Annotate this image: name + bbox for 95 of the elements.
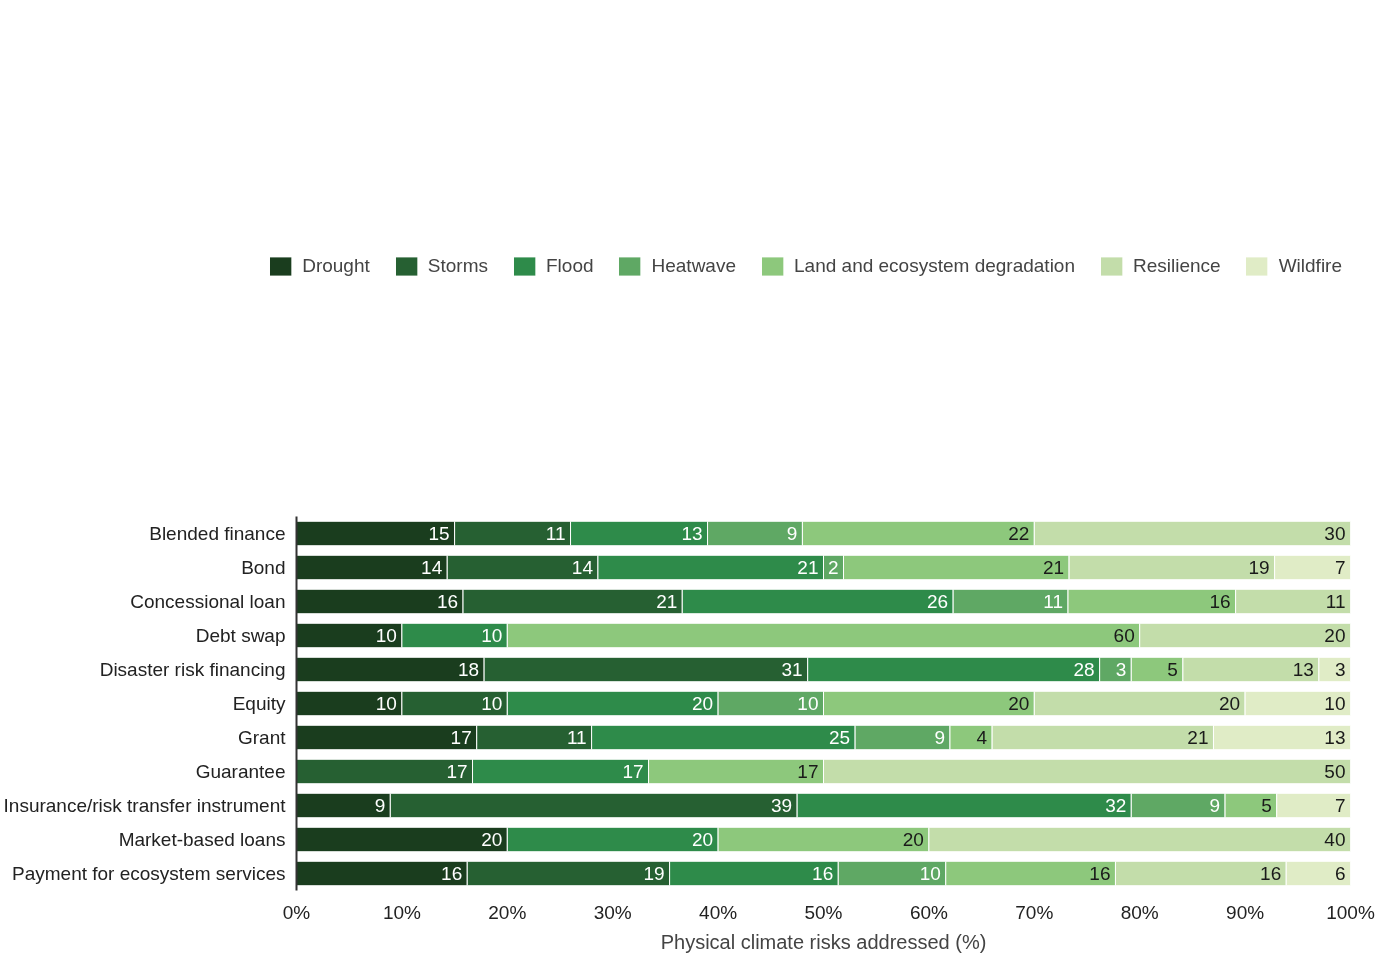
- data-label: 21: [656, 591, 678, 612]
- legend-label: Storms: [427, 255, 488, 277]
- x-axis-title: Physical climate risks addressed (%): [660, 930, 987, 953]
- data-label: 13: [1292, 659, 1314, 680]
- y-tick-label: Guarantee: [195, 761, 286, 782]
- data-label: 10: [1324, 693, 1346, 714]
- data-label: 25: [828, 727, 851, 748]
- data-label: 50: [1324, 761, 1346, 782]
- data-label: 16: [812, 863, 834, 884]
- data-label: 3: [1334, 659, 1346, 680]
- legend-label: Flood: [545, 255, 594, 277]
- data-label: 17: [622, 761, 644, 782]
- data-label: 20: [1008, 693, 1030, 714]
- x-tick-label: 60%: [909, 901, 949, 923]
- data-label: 17: [450, 727, 472, 748]
- data-label: 32: [1105, 795, 1127, 816]
- data-label: 9: [1209, 795, 1221, 816]
- data-label: 11: [1325, 591, 1346, 612]
- y-tick-label: Bond: [241, 557, 286, 578]
- y-tick-label: Concessional loan: [130, 591, 286, 612]
- legend-label: Resilience: [1133, 255, 1221, 277]
- data-label: 10: [797, 693, 819, 714]
- x-tick-label: 50%: [804, 901, 843, 923]
- data-label: 10: [919, 863, 941, 884]
- data-label: 21: [1187, 727, 1209, 748]
- data-label: 20: [1218, 693, 1241, 714]
- y-tick-label: Grant: [237, 727, 287, 748]
- data-label: 11: [566, 727, 587, 748]
- data-label: 17: [446, 761, 468, 782]
- data-label: 10: [481, 693, 503, 714]
- data-label: 21: [1042, 557, 1065, 578]
- data-label: 5: [1261, 795, 1272, 816]
- legend-label: Land and ecosystem degradation: [794, 255, 1075, 277]
- data-label: 4: [976, 727, 988, 748]
- data-label: 40: [1324, 829, 1346, 850]
- data-label: 20: [481, 829, 503, 850]
- y-tick-label: Market-based loans: [118, 829, 286, 850]
- data-label: 16: [1089, 863, 1111, 884]
- x-tick-label: 30%: [593, 901, 632, 923]
- y-tick-label: Blended finance: [149, 523, 286, 544]
- x-tick-label: 90%: [1226, 901, 1265, 923]
- x-tick-label: 40%: [699, 901, 738, 923]
- data-label: 14: [421, 557, 443, 578]
- x-tick-label: 20%: [488, 901, 527, 923]
- data-label: 20: [1324, 625, 1346, 646]
- data-label: 20: [902, 829, 924, 850]
- legend-label: Heatwave: [651, 255, 737, 277]
- y-tick-label: Debt swap: [195, 625, 286, 646]
- data-label: 39: [771, 795, 793, 816]
- data-label: 30: [1324, 523, 1346, 544]
- data-label: 28: [1073, 659, 1095, 680]
- data-label: 16: [1209, 591, 1231, 612]
- data-label: 13: [681, 523, 703, 544]
- data-label: 13: [1324, 727, 1346, 748]
- y-tick-label: Disaster risk financing: [99, 659, 286, 680]
- data-label: 20: [691, 693, 714, 714]
- x-tick-label: 70%: [1015, 901, 1054, 923]
- data-label: 19: [1248, 557, 1270, 578]
- legend-label: Drought: [302, 255, 370, 277]
- data-label: 16: [1260, 863, 1282, 884]
- data-label: 9: [934, 727, 945, 748]
- data-label: 10: [481, 625, 503, 646]
- data-label: 7: [1334, 795, 1346, 816]
- data-label: 31: [781, 659, 803, 680]
- data-label: 10: [375, 625, 397, 646]
- data-label: 17: [797, 761, 819, 782]
- legend-label: Wildfire: [1278, 255, 1342, 277]
- data-label: 21: [797, 557, 819, 578]
- data-label: 6: [1334, 863, 1346, 884]
- y-tick-label: Equity: [232, 693, 286, 714]
- data-label: 26: [927, 591, 949, 612]
- data-label: 15: [428, 523, 450, 544]
- data-label: 11: [545, 523, 566, 544]
- x-tick-label: 100%: [1326, 901, 1375, 923]
- data-label: 5: [1167, 659, 1178, 680]
- data-label: 9: [786, 523, 798, 544]
- data-label: 7: [1334, 557, 1346, 578]
- data-label: 16: [436, 591, 459, 612]
- data-label: 60: [1113, 625, 1135, 646]
- data-label: 3: [1115, 659, 1127, 680]
- data-label: 10: [375, 693, 397, 714]
- data-label: 18: [457, 659, 480, 680]
- data-label: 20: [691, 829, 714, 850]
- data-label: 16: [441, 863, 463, 884]
- y-tick-label: Insurance/risk transfer instrument: [3, 795, 287, 816]
- x-tick-label: 10%: [382, 901, 422, 923]
- data-label: 9: [374, 795, 386, 816]
- y-tick-label: Payment for ecosystem services: [12, 863, 286, 884]
- data-label: 11: [1043, 591, 1064, 612]
- x-tick-label: 0%: [282, 901, 311, 923]
- data-label: 2: [827, 557, 839, 578]
- data-label: 14: [571, 557, 594, 578]
- data-label: 22: [1008, 523, 1030, 544]
- data-label: 19: [643, 863, 665, 884]
- x-tick-label: 80%: [1120, 901, 1159, 923]
